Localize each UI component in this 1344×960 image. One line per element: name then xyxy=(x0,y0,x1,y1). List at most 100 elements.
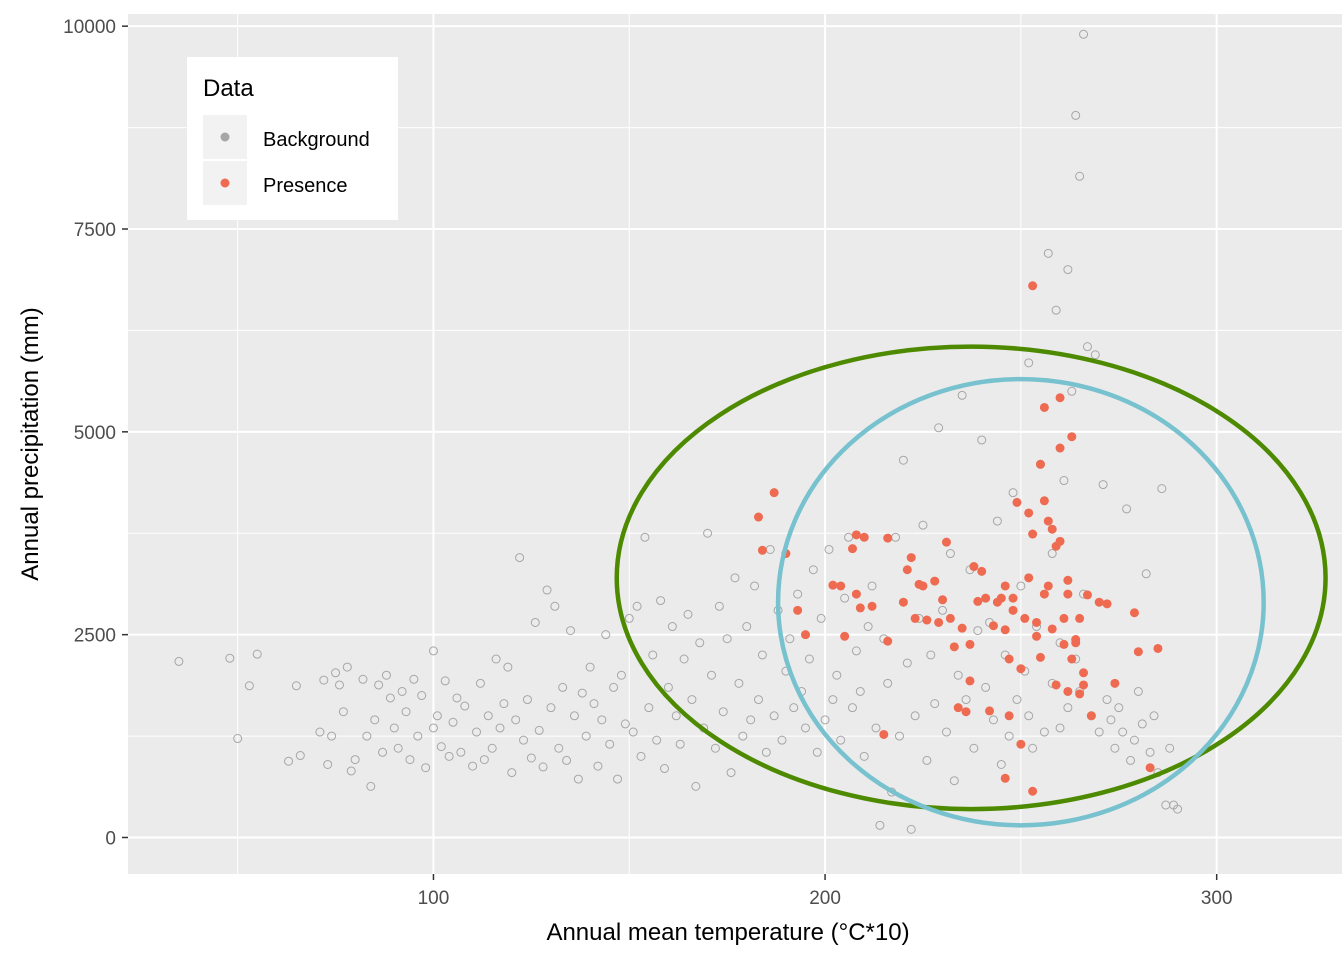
presence-point xyxy=(1028,529,1038,539)
presence-point xyxy=(1051,680,1061,690)
background-point xyxy=(550,601,560,611)
background-point xyxy=(679,654,689,664)
presence-point xyxy=(883,533,893,543)
background-point xyxy=(804,654,814,664)
background-point xyxy=(593,761,603,771)
background-point xyxy=(640,532,650,542)
presence-point xyxy=(1055,393,1065,403)
presence-point xyxy=(941,537,951,547)
background-point xyxy=(851,646,861,656)
presence-point xyxy=(1067,654,1077,664)
background-point xyxy=(448,717,458,727)
background-point xyxy=(945,549,955,559)
presence-point xyxy=(938,595,948,605)
background-point xyxy=(581,731,591,741)
presence-point xyxy=(859,532,869,542)
background-point xyxy=(1082,342,1092,352)
presence-point xyxy=(793,605,803,615)
presence-point xyxy=(981,593,991,603)
background-point xyxy=(409,674,419,684)
background-point xyxy=(863,622,873,632)
presence-point xyxy=(1004,711,1014,721)
presence-point xyxy=(1016,739,1026,749)
background-point xyxy=(1173,804,1183,814)
background-point xyxy=(926,650,936,660)
background-point xyxy=(906,824,916,834)
presence-point xyxy=(918,581,928,591)
presence-point xyxy=(1032,631,1042,641)
background-point xyxy=(844,532,854,542)
background-point xyxy=(871,723,881,733)
y-axis-ticks: 0 2500 5000 7500 10000 xyxy=(63,17,128,849)
background-point xyxy=(894,731,904,741)
background-point xyxy=(969,743,979,753)
background-point xyxy=(342,662,352,672)
background-point xyxy=(562,755,572,765)
background-point xyxy=(515,553,525,563)
background-point xyxy=(319,675,329,685)
background-point xyxy=(495,723,505,733)
background-point xyxy=(538,762,548,772)
background-point xyxy=(660,764,670,774)
background-point xyxy=(428,646,438,656)
background-point xyxy=(338,707,348,717)
presence-point xyxy=(828,580,838,590)
background-point xyxy=(577,688,587,698)
presence-point xyxy=(1008,593,1018,603)
x-tick-label: 300 xyxy=(1201,888,1233,909)
background-point xyxy=(475,678,485,688)
background-point xyxy=(546,703,556,713)
background-point xyxy=(820,715,830,725)
background-point xyxy=(671,711,681,721)
presence-point xyxy=(988,621,998,631)
background-point xyxy=(1137,719,1147,729)
background-point xyxy=(922,755,932,765)
presence-point xyxy=(1059,639,1069,649)
background-point xyxy=(401,707,411,717)
legend-title: Data xyxy=(203,75,254,102)
background-point xyxy=(483,711,493,721)
background-point xyxy=(499,699,509,709)
presence-point xyxy=(930,576,940,586)
background-point xyxy=(941,727,951,737)
background-point xyxy=(957,390,967,400)
background-point xyxy=(1024,711,1034,721)
presence-point xyxy=(879,729,889,739)
presence-point xyxy=(1055,536,1065,546)
presence-point xyxy=(922,615,932,625)
background-point xyxy=(507,768,517,778)
background-point xyxy=(824,544,834,554)
background-point xyxy=(397,686,407,696)
ellipses xyxy=(614,344,1328,828)
background-point xyxy=(953,670,963,680)
legend-key-presence xyxy=(220,178,230,188)
background-point xyxy=(358,674,368,684)
background-point xyxy=(1024,358,1034,368)
background-point xyxy=(738,731,748,741)
background-point xyxy=(1051,305,1061,315)
background-point xyxy=(479,755,489,765)
background-point xyxy=(1028,743,1038,753)
background-point xyxy=(291,681,301,691)
presence-point xyxy=(1102,599,1112,609)
background-point xyxy=(902,658,912,668)
background-point xyxy=(1118,727,1128,737)
presence-point xyxy=(945,613,955,623)
presence-point xyxy=(1039,589,1049,599)
background-point xyxy=(389,723,399,733)
background-point xyxy=(836,735,846,745)
background-point xyxy=(1145,747,1155,757)
presence-point xyxy=(1039,496,1049,506)
background-point xyxy=(961,695,971,705)
background-point xyxy=(370,715,380,725)
background-point xyxy=(620,719,630,729)
presence-point xyxy=(996,593,1006,603)
background-point xyxy=(730,573,740,583)
presence-point xyxy=(1028,786,1038,796)
background-point xyxy=(1071,110,1081,120)
background-point xyxy=(1098,480,1108,490)
background-point xyxy=(855,686,865,696)
presence-point xyxy=(1004,654,1014,664)
presence-point xyxy=(1000,773,1010,783)
background-point xyxy=(981,682,991,692)
